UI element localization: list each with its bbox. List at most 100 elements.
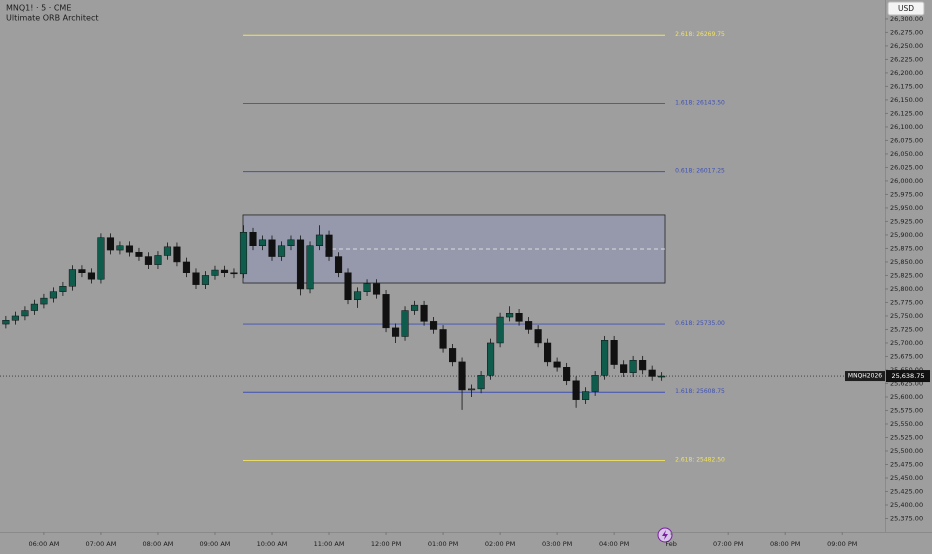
candle-body — [429, 321, 438, 330]
candle-body — [563, 367, 571, 382]
y-tick-label: 26,000.00 — [890, 177, 923, 185]
fib-level-label: 0.618: 26017.25 — [675, 168, 725, 175]
y-tick-label: 25,400.00 — [890, 501, 923, 509]
x-tick-label: 07:00 AM — [86, 540, 117, 548]
candle-body — [534, 329, 542, 344]
candle-body — [544, 342, 552, 363]
y-tick-label: 25,425.00 — [890, 487, 923, 495]
candle-body — [106, 237, 115, 251]
y-tick-label: 25,650.00 — [890, 366, 923, 374]
y-tick-label: 26,200.00 — [890, 69, 923, 77]
y-tick-label: 26,100.00 — [890, 123, 923, 131]
candle-body — [620, 364, 628, 373]
x-tick-label: 09:00 AM — [200, 540, 231, 548]
candle-body — [496, 316, 504, 344]
x-tick-label: 12:00 PM — [371, 540, 401, 548]
candle-body — [486, 342, 495, 376]
price-tag-label: 25,638.75 — [891, 372, 924, 380]
candle-body — [220, 269, 229, 274]
indicator-name: Ultimate ORB Architect — [6, 14, 99, 23]
y-tick-label: 25,675.00 — [890, 352, 923, 360]
candle-body — [506, 313, 514, 318]
fib-level-label: 1.618: 26143.50 — [675, 99, 725, 106]
x-tick-label: 07:00 PM — [713, 540, 743, 548]
candle-body — [59, 286, 67, 292]
y-tick-label: 25,475.00 — [890, 460, 923, 468]
candle-body — [315, 234, 324, 246]
y-tick-label: 25,875.00 — [890, 244, 923, 252]
y-tick-label: 25,375.00 — [890, 514, 923, 522]
y-tick-label: 26,225.00 — [890, 55, 923, 63]
candle-body — [30, 303, 38, 311]
y-tick-label: 25,525.00 — [890, 433, 923, 441]
candle-body — [125, 245, 134, 253]
candle-body — [410, 304, 419, 311]
candle-body — [49, 291, 58, 299]
x-tick-label: 10:00 AM — [257, 540, 288, 548]
x-tick-label: Feb — [665, 540, 677, 548]
candle-body — [230, 272, 238, 275]
candle-body — [629, 359, 637, 373]
y-tick-label: 25,775.00 — [890, 298, 923, 306]
y-tick-label: 25,700.00 — [890, 339, 923, 347]
candle-body — [401, 310, 409, 337]
candle-body — [477, 375, 485, 390]
y-tick-label: 25,725.00 — [890, 325, 923, 333]
x-tick-label: 04:00 PM — [599, 540, 629, 548]
y-tick-label: 25,450.00 — [890, 474, 923, 482]
y-tick-label: 26,300.00 — [890, 15, 923, 23]
y-tick-label: 25,625.00 — [890, 379, 923, 387]
candle-body — [173, 246, 181, 263]
x-tick-label: 11:00 AM — [314, 540, 345, 548]
y-tick-label: 25,600.00 — [890, 393, 923, 401]
x-tick-label: 08:00 AM — [143, 540, 174, 548]
candle-body — [353, 291, 362, 301]
candle-body — [182, 261, 191, 274]
x-tick-label: 02:00 PM — [485, 540, 515, 548]
candle-body — [449, 348, 457, 363]
candle-body — [68, 269, 76, 287]
x-tick-label: 03:00 PM — [542, 540, 572, 548]
y-tick-label: 25,575.00 — [890, 406, 923, 414]
candle-body — [372, 283, 381, 295]
candle-body — [87, 272, 95, 280]
candle-body — [135, 251, 143, 257]
currency-button[interactable] — [887, 1, 925, 16]
fib-level-label: 1.618: 25608.75 — [675, 388, 725, 395]
symbol-title: MNQ1! · 5 · CME — [6, 4, 71, 13]
candle-body — [658, 375, 666, 378]
y-tick-label: 25,750.00 — [890, 312, 923, 320]
candle-body — [382, 294, 390, 329]
y-tick-label: 25,550.00 — [890, 420, 923, 428]
y-tick-label: 26,150.00 — [890, 96, 923, 104]
candle-body — [553, 361, 561, 368]
candle-body — [277, 245, 286, 257]
y-tick-label: 26,250.00 — [890, 42, 923, 50]
event-bolt — [662, 530, 668, 540]
candle-body — [468, 388, 476, 391]
candle-body — [420, 304, 428, 322]
y-tick-label: 26,075.00 — [890, 136, 923, 144]
candle-body — [344, 272, 352, 301]
fib-level-label: 2.618: 25482.50 — [675, 456, 725, 463]
y-tick-label: 25,950.00 — [890, 204, 923, 212]
fib-level-label: 0.618: 25735.00 — [675, 320, 725, 327]
candle-body — [306, 245, 314, 290]
y-tick-label: 26,275.00 — [890, 28, 923, 36]
candle-body — [116, 245, 124, 251]
y-tick-label: 26,050.00 — [890, 150, 923, 158]
candle-body — [572, 380, 580, 400]
candle-body — [601, 340, 609, 376]
candle-body — [287, 239, 295, 246]
candle-body — [268, 239, 276, 257]
y-tick-label: 25,925.00 — [890, 217, 923, 225]
candle-body — [648, 369, 656, 377]
candle-body — [610, 340, 618, 365]
candle-body — [391, 327, 400, 337]
candle-body — [582, 391, 590, 400]
y-tick-label: 26,125.00 — [890, 109, 923, 117]
candle-body — [11, 315, 19, 321]
candle-body — [249, 231, 257, 246]
y-tick-label: 25,850.00 — [890, 258, 923, 266]
